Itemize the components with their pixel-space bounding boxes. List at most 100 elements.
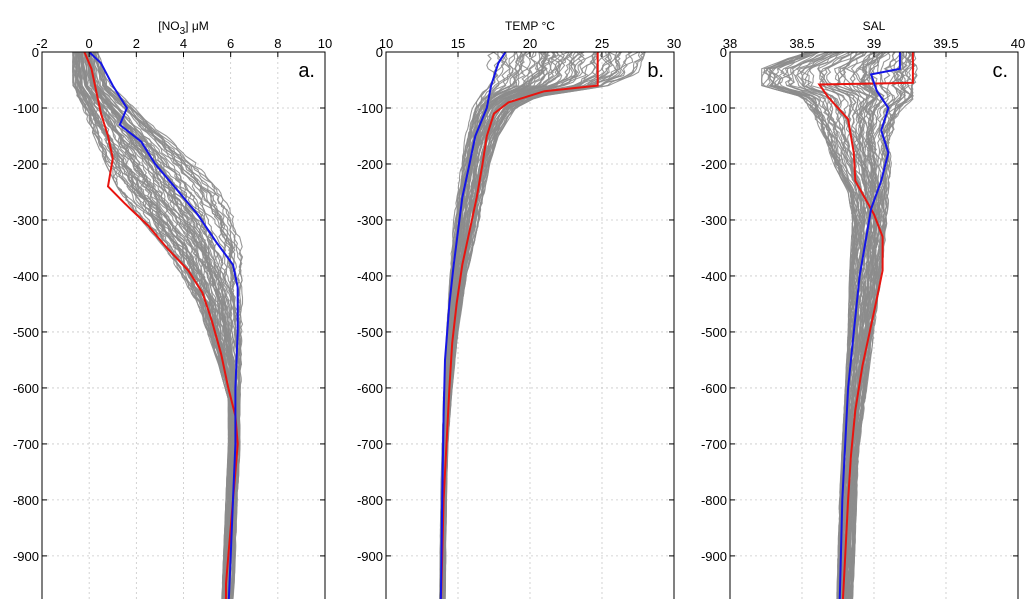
x-tick-label: 39 <box>867 36 881 51</box>
x-tick-label: 15 <box>451 36 465 51</box>
y-tick-label: -300 <box>357 213 383 228</box>
y-tick-label: -100 <box>13 101 39 116</box>
profile-line <box>848 52 898 599</box>
x-axis-title: [NO3] μM <box>158 19 208 37</box>
y-tick-label: -800 <box>13 493 39 508</box>
blue-profile-line <box>88 52 239 599</box>
profile-line <box>442 52 581 599</box>
profile-line <box>442 52 607 599</box>
x-tick-label: 10 <box>379 36 393 51</box>
y-tick-label: -600 <box>13 381 39 396</box>
profile-line <box>444 52 639 599</box>
axes-frame <box>41 51 326 599</box>
x-tick-label: 39.5 <box>933 36 958 51</box>
profile-line <box>442 52 582 599</box>
panel-label: b. <box>647 60 664 82</box>
panel-c: 38 38.5 39 39.5 40 0 -100 -200 -300 -400 -500 -600 -… <box>701 19 1025 599</box>
profile-line <box>442 52 586 599</box>
profile-line <box>443 52 621 599</box>
x-tick-label: -2 <box>36 36 48 51</box>
x-tick-label: 10 <box>318 36 332 51</box>
x-tick-label: 30 <box>667 36 681 51</box>
panel-a: -2 0 2 4 6 8 100-100-200-300-400-500-600-700-8… <box>13 19 332 599</box>
profile-line <box>442 52 585 599</box>
y-tick-label: -400 <box>13 269 39 284</box>
profile-line <box>442 52 600 599</box>
y-tick-label: 0 <box>720 45 727 60</box>
axes-frame <box>385 51 675 599</box>
profile-line <box>442 52 598 599</box>
y-tick-label: -600 <box>357 381 383 396</box>
y-tick-label: -400 <box>357 269 383 284</box>
profile-line <box>847 52 888 599</box>
y-tick-label: -500 <box>13 325 39 340</box>
y-tick-label: 0 <box>376 45 383 60</box>
profile-line <box>441 52 573 599</box>
profile-line <box>72 52 230 599</box>
y-tick-label: -700 <box>13 437 39 452</box>
panel-b: 10 15 20 25 30 0 -100 -200 -300 -400 -500 -600 -700 -… <box>357 19 681 599</box>
x-tick-label: 8 <box>274 36 281 51</box>
y-tick-label: -900 <box>357 549 383 564</box>
x-tick-label: 38.5 <box>789 36 814 51</box>
profile-bundle <box>72 52 244 599</box>
profile-line <box>845 52 878 599</box>
panel-label: a. <box>298 60 315 82</box>
profile-line <box>441 52 567 599</box>
y-tick-label: -700 <box>701 437 727 452</box>
y-tick-label: -400 <box>701 269 727 284</box>
profile-line <box>441 52 569 599</box>
x-tick-label: 2 <box>133 36 140 51</box>
profile-line <box>75 52 232 599</box>
y-tick-label: -500 <box>701 325 727 340</box>
x-axis-title: TEMP °C <box>505 19 555 33</box>
profile-line <box>817 52 870 599</box>
x-axis-title: SAL <box>863 19 886 33</box>
blue-profile-line <box>439 52 507 599</box>
profile-bundle <box>439 52 646 599</box>
y-tick-label: 0 <box>32 45 39 60</box>
profile-line <box>442 52 579 599</box>
red-profile-line <box>440 52 599 599</box>
y-tick-label: -200 <box>357 157 383 172</box>
x-tick-label: 6 <box>227 36 234 51</box>
profile-line <box>442 52 599 599</box>
profile-line <box>850 52 916 599</box>
y-tick-label: -300 <box>13 213 39 228</box>
profile-line <box>441 52 562 599</box>
y-tick-label: -200 <box>13 157 39 172</box>
profile-line <box>441 52 570 599</box>
profile-line <box>93 52 241 599</box>
y-tick-label: -100 <box>357 101 383 116</box>
x-tick-label: 4 <box>180 36 187 51</box>
y-tick-label: -800 <box>357 493 383 508</box>
y-tick-label: -100 <box>701 101 727 116</box>
profile-line <box>442 52 601 599</box>
profile-line <box>834 52 873 599</box>
x-tick-label: 40 <box>1011 36 1025 51</box>
x-tick-label: 25 <box>595 36 609 51</box>
y-tick-label: -900 <box>701 549 727 564</box>
profile-line <box>93 52 240 599</box>
y-tick-label: -600 <box>701 381 727 396</box>
y-tick-label: -200 <box>701 157 727 172</box>
blue-profile-line <box>838 52 901 599</box>
x-tick-label: 0 <box>86 36 93 51</box>
profile-line <box>441 52 565 599</box>
red-profile-line <box>817 52 914 599</box>
panel-label: c. <box>992 60 1008 82</box>
profile-line <box>79 52 234 599</box>
x-tick-label: 20 <box>523 36 537 51</box>
profile-line <box>442 52 585 599</box>
y-tick-label: -500 <box>357 325 383 340</box>
profile-line <box>76 52 231 599</box>
profile-bundle <box>761 52 918 599</box>
profile-line <box>441 52 577 599</box>
profile-line <box>443 52 596 599</box>
x-tick-label: 38 <box>723 36 737 51</box>
y-tick-label: -300 <box>701 213 727 228</box>
y-tick-label: -900 <box>13 549 39 564</box>
y-tick-label: -800 <box>701 493 727 508</box>
profile-line <box>786 52 863 599</box>
